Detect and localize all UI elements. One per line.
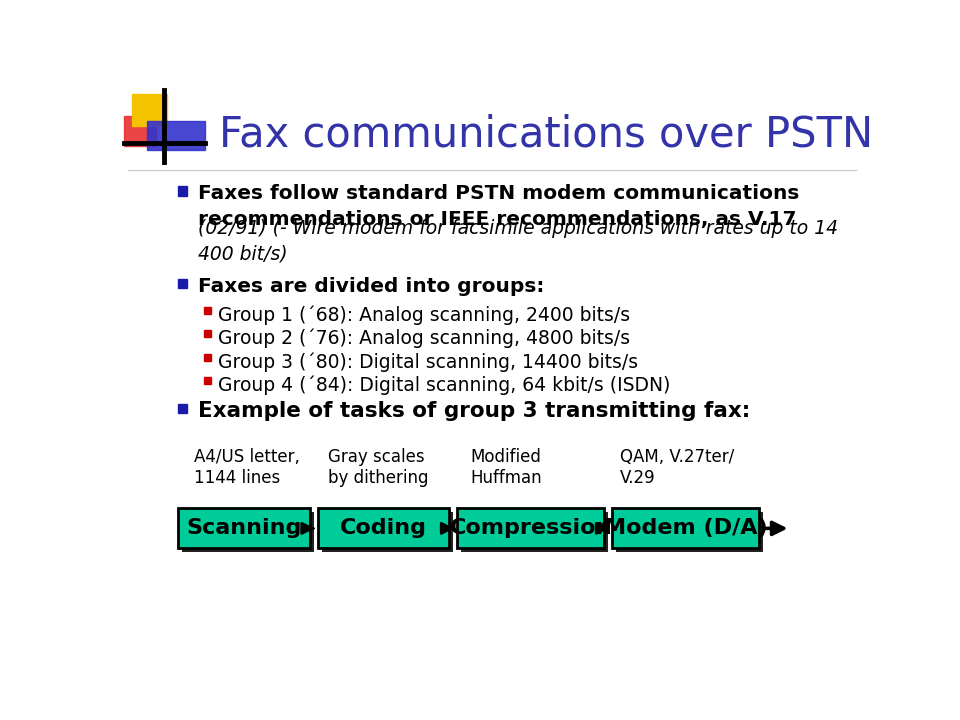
Text: Group 1 (´68): Analog scanning, 2400 bits/s: Group 1 (´68): Analog scanning, 2400 bit…	[219, 306, 631, 325]
Text: A4/US letter,
1144 lines: A4/US letter, 1144 lines	[194, 449, 300, 487]
Text: Scanning: Scanning	[186, 518, 301, 539]
Text: Modified
Huffman: Modified Huffman	[470, 449, 542, 487]
Text: Group 2 (´76): Analog scanning, 4800 bits/s: Group 2 (´76): Analog scanning, 4800 bit…	[219, 329, 631, 348]
FancyBboxPatch shape	[461, 512, 609, 552]
Bar	[132, 94, 166, 127]
Text: (02/91) (- Wire modem for facsimile applications with rates up to 14
400 bit/s): (02/91) (- Wire modem for facsimile appl…	[198, 219, 837, 264]
FancyBboxPatch shape	[457, 508, 605, 549]
Bar	[204, 377, 210, 384]
Text: Compression: Compression	[449, 518, 612, 539]
Text: Faxes are divided into groups:: Faxes are divided into groups:	[198, 276, 544, 296]
Text: Gray scales
by dithering: Gray scales by dithering	[327, 449, 428, 487]
Text: Group 4 (´84): Digital scanning, 64 kbit/s (ISDN): Group 4 (´84): Digital scanning, 64 kbit…	[219, 375, 671, 395]
Text: Faxes follow standard PSTN modem communications
recommendations or IEEE recommen: Faxes follow standard PSTN modem communi…	[198, 184, 799, 229]
Bar	[179, 186, 187, 196]
FancyBboxPatch shape	[318, 508, 449, 549]
Bar	[147, 121, 205, 150]
Bar	[124, 116, 156, 146]
Bar	[204, 307, 210, 315]
Bar	[179, 279, 187, 288]
Bar	[179, 404, 187, 413]
Text: Modem (D/A): Modem (D/A)	[604, 518, 768, 539]
Text: Coding: Coding	[340, 518, 427, 539]
FancyBboxPatch shape	[179, 508, 310, 549]
Bar	[204, 354, 210, 361]
Text: Fax communications over PSTN: Fax communications over PSTN	[219, 113, 874, 155]
FancyBboxPatch shape	[182, 512, 314, 552]
FancyBboxPatch shape	[616, 512, 763, 552]
FancyBboxPatch shape	[322, 512, 453, 552]
FancyBboxPatch shape	[612, 508, 759, 549]
Text: Group 3 (´80): Digital scanning, 14400 bits/s: Group 3 (´80): Digital scanning, 14400 b…	[219, 352, 638, 372]
Bar	[204, 330, 210, 338]
Text: QAM, V.27ter/
V.29: QAM, V.27ter/ V.29	[620, 449, 734, 487]
Text: Example of tasks of group 3 transmitting fax:: Example of tasks of group 3 transmitting…	[198, 401, 750, 421]
